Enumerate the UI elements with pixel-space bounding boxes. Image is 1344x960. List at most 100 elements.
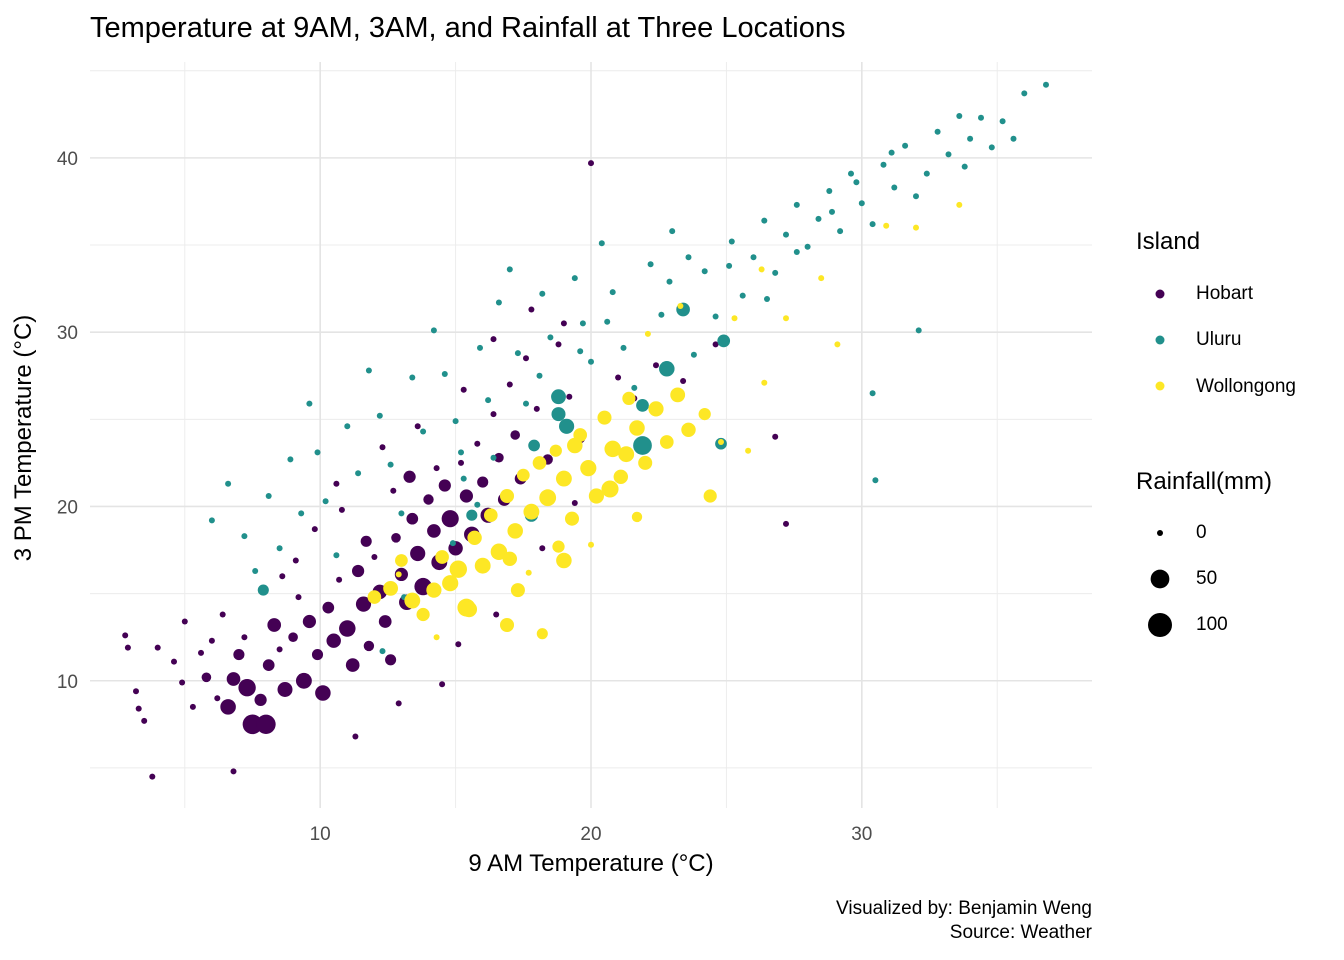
point-hobart — [179, 679, 186, 686]
point-hobart — [133, 688, 139, 695]
point-uluru — [872, 477, 879, 484]
x-axis-label: 9 AM Temperature (°C) — [468, 850, 714, 877]
point-uluru — [848, 170, 854, 177]
point-uluru — [967, 135, 974, 142]
point-hobart — [363, 640, 375, 652]
point-hobart — [360, 535, 372, 547]
point-wollongong — [461, 601, 478, 618]
point-uluru — [208, 517, 215, 524]
point-hobart — [653, 362, 659, 369]
point-wollongong — [426, 582, 442, 598]
point-uluru — [539, 290, 546, 297]
point-uluru — [528, 439, 540, 452]
y-tick-label: 20 — [57, 497, 78, 518]
point-uluru — [287, 456, 294, 463]
point-uluru — [701, 268, 708, 275]
point-wollongong — [698, 407, 711, 421]
point-wollongong — [516, 468, 530, 482]
point-uluru — [1043, 81, 1049, 88]
point-wollongong — [670, 387, 686, 403]
point-hobart — [154, 644, 161, 651]
point-uluru — [276, 545, 283, 552]
point-uluru — [804, 243, 811, 250]
point-hobart — [355, 596, 372, 612]
tick-labels: 10 20 30 10 20 30 40 — [57, 149, 873, 845]
point-hobart — [533, 405, 540, 412]
point-uluru — [514, 350, 521, 357]
point-hobart — [390, 487, 397, 494]
point-uluru — [547, 334, 554, 341]
point-wollongong — [510, 583, 525, 598]
point-wollongong — [618, 446, 635, 463]
point-uluru — [322, 498, 329, 505]
point-uluru — [858, 200, 865, 207]
point-wollongong — [449, 560, 467, 578]
point-wollongong — [404, 592, 421, 609]
point-hobart — [523, 355, 529, 362]
point-wollongong — [539, 489, 557, 507]
point-wollongong — [556, 552, 572, 569]
point-hobart — [490, 336, 497, 343]
point-hobart — [395, 700, 402, 707]
point-hobart — [566, 393, 573, 400]
point-hobart — [414, 423, 421, 430]
point-hobart — [233, 649, 245, 661]
point-wollongong — [564, 511, 580, 526]
point-hobart — [460, 386, 467, 393]
point-wollongong — [474, 557, 491, 574]
point-hobart — [122, 632, 129, 639]
point-uluru — [449, 540, 456, 547]
legend-label-wollongong: Wollongong — [1196, 376, 1297, 397]
legend-label-hobart: Hobart — [1196, 283, 1254, 304]
major-gridlines — [90, 62, 1092, 808]
point-hobart — [238, 679, 256, 697]
point-wollongong — [523, 503, 540, 520]
point-wollongong — [681, 422, 696, 438]
point-uluru — [598, 240, 605, 247]
point-uluru — [409, 374, 416, 381]
point-hobart — [351, 564, 365, 578]
point-hobart — [477, 476, 489, 488]
point-wollongong — [648, 401, 664, 417]
point-uluru — [460, 475, 467, 482]
point-wollongong — [883, 222, 890, 229]
point-uluru — [551, 407, 566, 422]
point-wollongong — [644, 330, 651, 337]
point-hobart — [302, 614, 316, 629]
point-hobart — [680, 378, 687, 384]
point-hobart — [490, 411, 497, 418]
point-uluru — [441, 371, 448, 377]
point-hobart — [783, 520, 789, 527]
point-hobart — [772, 433, 779, 440]
point-hobart — [208, 637, 215, 644]
point-wollongong — [532, 456, 547, 470]
point-hobart — [267, 618, 282, 632]
point-hobart — [219, 611, 226, 618]
point-hobart — [423, 494, 434, 505]
legend-marks — [1148, 289, 1172, 637]
point-wollongong — [555, 470, 572, 487]
point-hobart — [141, 717, 148, 724]
point-uluru — [913, 193, 919, 200]
size-legend-title: Rainfall(mm) — [1136, 468, 1273, 495]
point-uluru — [869, 390, 876, 397]
point-wollongong — [731, 315, 738, 322]
point-hobart — [510, 430, 520, 440]
point-wollongong — [631, 511, 643, 523]
point-hobart — [439, 681, 446, 688]
point-uluru — [379, 648, 386, 655]
point-uluru — [880, 161, 887, 168]
point-hobart — [254, 693, 267, 707]
point-hobart — [345, 658, 360, 672]
point-uluru — [772, 269, 779, 276]
point-uluru — [376, 412, 383, 419]
point-wollongong — [622, 391, 636, 405]
point-uluru — [604, 318, 611, 325]
point-uluru — [815, 215, 822, 222]
point-hobart — [459, 489, 473, 503]
point-wollongong — [913, 224, 919, 231]
point-uluru — [485, 397, 492, 404]
point-uluru — [690, 351, 697, 358]
point-uluru — [764, 296, 770, 302]
point-hobart — [326, 633, 341, 648]
